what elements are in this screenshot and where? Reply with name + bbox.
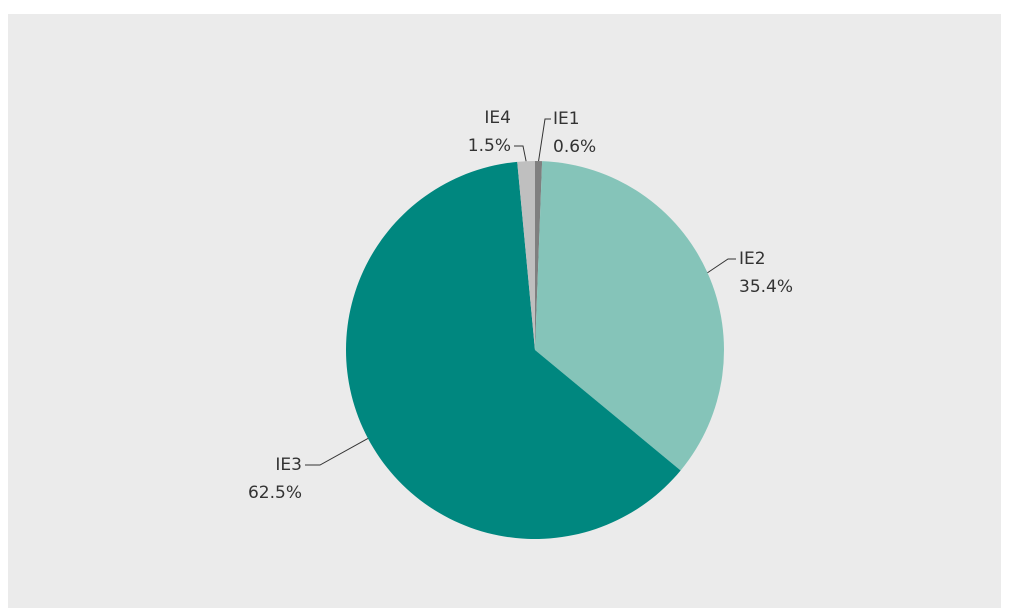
leader-line xyxy=(514,145,527,162)
pie-slice xyxy=(517,161,535,350)
pie-slice xyxy=(535,161,543,350)
slice-value-label: 35.4% xyxy=(739,277,793,297)
slice-label: IE4 xyxy=(484,108,511,128)
leader-line xyxy=(305,438,369,466)
slice-label: IE3 xyxy=(275,455,302,475)
pie-slice xyxy=(535,161,724,471)
slice-value-label: 1.5% xyxy=(468,136,511,156)
leader-line xyxy=(538,118,551,162)
slice-label: IE1 xyxy=(553,109,580,129)
pie-slice xyxy=(345,161,681,539)
slice-value-label: 0.6% xyxy=(553,137,596,157)
slice-label: IE2 xyxy=(739,249,766,269)
leader-line xyxy=(707,258,736,274)
slice-value-label: 62.5% xyxy=(248,483,302,503)
